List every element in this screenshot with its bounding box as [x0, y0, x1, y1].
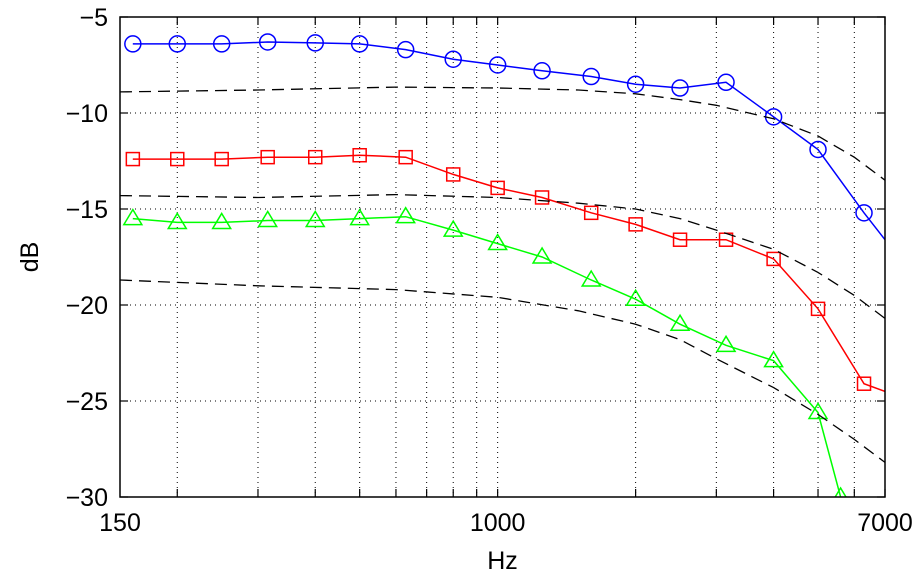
series-4-line: [120, 86, 885, 181]
y-tick-label: −30: [66, 484, 108, 512]
series-5: [120, 193, 885, 319]
circle-marker: [671, 79, 689, 97]
square-marker: [307, 149, 323, 165]
series-3: [122, 206, 847, 497]
series-layer: [120, 33, 885, 497]
series-4: [120, 86, 885, 181]
circle-marker: [168, 35, 187, 53]
triangle-marker: [304, 210, 326, 228]
circle-marker: [582, 67, 600, 86]
x-tick-label: 150: [99, 509, 141, 537]
triangle-marker: [487, 233, 508, 251]
y-axis-label: dB: [16, 242, 44, 273]
square-marker: [672, 232, 688, 247]
triangle-marker: [166, 211, 188, 230]
circle-marker: [488, 56, 507, 74]
series-1-line: [132, 41, 885, 241]
series-6: [120, 279, 885, 463]
plot-frame: [119, 16, 886, 498]
circle-marker: [533, 62, 551, 80]
square-marker: [260, 149, 275, 165]
y-tick-label: −5: [79, 4, 108, 32]
square-marker: [352, 147, 367, 163]
series-2: [125, 147, 885, 393]
x-tick-label: 1000: [470, 509, 526, 537]
circle-marker: [855, 204, 873, 222]
square-marker: [445, 167, 461, 182]
square-marker: [534, 190, 550, 205]
y-tick-label: −15: [66, 196, 108, 224]
circle-marker: [717, 73, 735, 92]
triangle-marker: [211, 211, 233, 230]
square-marker: [490, 180, 505, 196]
square-marker: [766, 251, 781, 267]
triangle-marker: [395, 206, 416, 224]
triangle-marker: [834, 486, 847, 497]
circle-marker: [350, 35, 369, 53]
square-marker: [856, 376, 872, 391]
y-tick-label: −25: [66, 388, 108, 416]
y-tick-label: −10: [66, 100, 108, 128]
triangle-marker: [807, 402, 829, 420]
triangle-marker: [122, 208, 144, 226]
y-tick-label: −20: [66, 292, 108, 320]
triangle-marker: [257, 210, 279, 228]
triangle-marker: [763, 350, 784, 368]
triangle-marker: [669, 313, 691, 331]
square-marker: [398, 149, 413, 165]
triangle-marker: [625, 288, 646, 306]
square-marker: [125, 151, 141, 167]
grid: [120, 17, 885, 497]
circle-marker: [258, 33, 277, 51]
triangle-marker: [349, 208, 370, 226]
square-marker: [214, 151, 229, 167]
triangle-marker: [531, 246, 553, 264]
square-marker: [170, 151, 185, 167]
circle-marker: [626, 75, 645, 93]
triangle-marker: [442, 219, 464, 237]
circle-marker: [396, 40, 415, 59]
triangle-marker: [715, 334, 737, 353]
x-tick-label: 7000: [857, 509, 913, 537]
circle-marker: [124, 35, 142, 53]
triangle-marker: [580, 269, 602, 287]
circle-marker: [444, 50, 462, 68]
square-marker: [628, 217, 643, 232]
circle-marker: [809, 140, 827, 159]
series-2-line: [132, 154, 885, 393]
square-marker: [810, 301, 826, 317]
series-5-line: [120, 193, 885, 319]
circle-marker: [306, 34, 324, 52]
series-1: [124, 33, 885, 241]
circle-marker: [212, 35, 231, 53]
series-6-line: [120, 279, 885, 463]
square-marker: [583, 205, 599, 221]
x-axis-label: Hz: [487, 547, 518, 575]
series-3-line: [132, 215, 842, 497]
tick-marks: [120, 16, 886, 498]
